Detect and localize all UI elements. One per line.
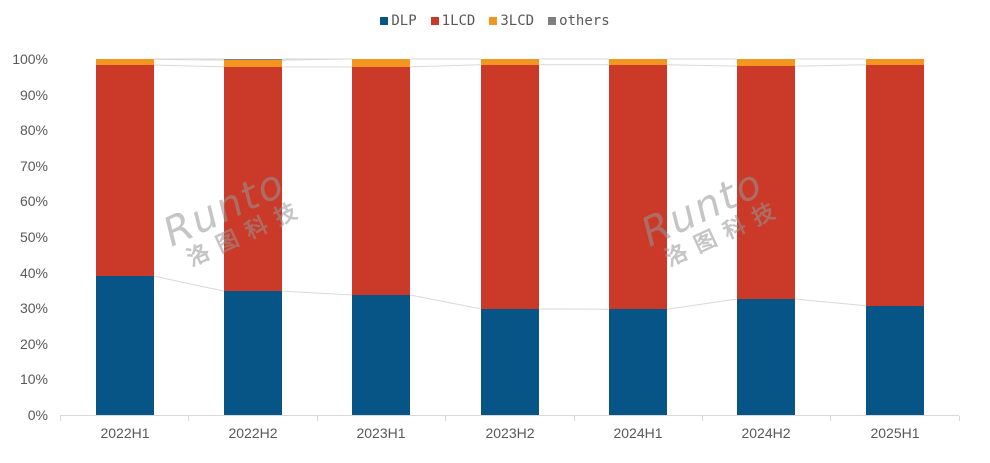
bar-segment-3lcd bbox=[737, 59, 795, 67]
y-tick-label: 60% bbox=[19, 193, 48, 210]
legend-swatch bbox=[548, 17, 557, 25]
bar-segment-3lcd bbox=[609, 59, 667, 65]
x-axis-line bbox=[60, 415, 959, 416]
x-tick-label: 2024H1 bbox=[613, 425, 663, 441]
y-tick-label: 40% bbox=[19, 264, 48, 281]
legend-swatch bbox=[489, 17, 498, 25]
legend-swatch bbox=[380, 17, 389, 25]
x-tick-mark bbox=[573, 416, 575, 421]
legend: DLP 1LCD 3LCD others bbox=[0, 13, 990, 29]
y-tick-label: 70% bbox=[19, 157, 48, 174]
x-tick-label: 2024H2 bbox=[741, 425, 791, 441]
y-tick-label: 0% bbox=[27, 407, 48, 423]
bar-segment-dlp bbox=[609, 309, 667, 415]
x-tick-mark bbox=[316, 416, 318, 421]
bar-segment-1lcd bbox=[96, 65, 154, 277]
bar-2024h2 bbox=[737, 59, 795, 415]
legend-item-3lcd: 3LCD bbox=[489, 13, 534, 29]
bar-segment-3lcd bbox=[866, 59, 924, 65]
bar-segment-dlp bbox=[737, 298, 795, 415]
bar-segment-1lcd bbox=[352, 66, 410, 296]
bar-segment-dlp bbox=[352, 295, 410, 415]
legend-label: DLP bbox=[391, 13, 417, 29]
legend-label: 1LCD bbox=[441, 13, 476, 29]
bar-segment-dlp bbox=[224, 291, 282, 415]
x-tick-mark bbox=[188, 416, 190, 421]
legend-label: 3LCD bbox=[500, 13, 535, 29]
legend-item-1lcd: 1LCD bbox=[430, 13, 476, 29]
bar-2024h1 bbox=[609, 59, 667, 415]
x-tick-label: 2022H2 bbox=[228, 425, 278, 441]
x-tick-mark bbox=[958, 416, 960, 421]
bar-segment-dlp bbox=[481, 308, 539, 415]
x-tick-label: 2025H1 bbox=[870, 425, 920, 441]
bar-2022h1 bbox=[96, 59, 154, 415]
legend-label: others bbox=[559, 13, 610, 29]
bar-2022h2 bbox=[224, 59, 282, 415]
bar-2023h2 bbox=[481, 59, 539, 415]
legend-swatch bbox=[430, 17, 439, 25]
bar-segment-1lcd bbox=[224, 66, 282, 292]
bar-segment-3lcd bbox=[352, 59, 410, 67]
x-tick-mark bbox=[445, 416, 447, 421]
y-tick-label: 20% bbox=[19, 335, 48, 352]
y-tick-label: 50% bbox=[19, 229, 48, 245]
y-tick-label: 80% bbox=[19, 122, 48, 139]
y-tick-label: 100% bbox=[12, 51, 48, 67]
y-tick-label: 30% bbox=[19, 300, 48, 317]
bar-segment-1lcd bbox=[609, 64, 667, 310]
bar-segment-3lcd bbox=[481, 59, 539, 65]
bar-segment-1lcd bbox=[481, 64, 539, 309]
bar-2023h1 bbox=[352, 59, 410, 415]
y-tick-label: 90% bbox=[19, 86, 48, 103]
x-tick-label: 2022H1 bbox=[100, 425, 150, 441]
bar-segment-1lcd bbox=[737, 66, 795, 299]
bar-segment-dlp bbox=[96, 276, 154, 415]
x-tick-label: 2023H2 bbox=[485, 425, 535, 441]
bar-segment-1lcd bbox=[866, 64, 924, 306]
y-tick-label: 10% bbox=[19, 371, 48, 388]
x-tick-mark bbox=[830, 416, 832, 421]
bar-2025h1 bbox=[866, 59, 924, 415]
legend-item-others: others bbox=[548, 13, 610, 29]
bar-segment-3lcd bbox=[224, 60, 282, 67]
legend-item-dlp: DLP bbox=[380, 13, 417, 29]
x-tick-mark bbox=[702, 416, 703, 421]
bar-segment-dlp bbox=[866, 305, 924, 415]
x-tick-mark bbox=[60, 416, 61, 421]
bar-segment-others bbox=[224, 59, 282, 61]
bar-segment-3lcd bbox=[96, 59, 154, 66]
x-tick-label: 2023H1 bbox=[356, 425, 406, 441]
